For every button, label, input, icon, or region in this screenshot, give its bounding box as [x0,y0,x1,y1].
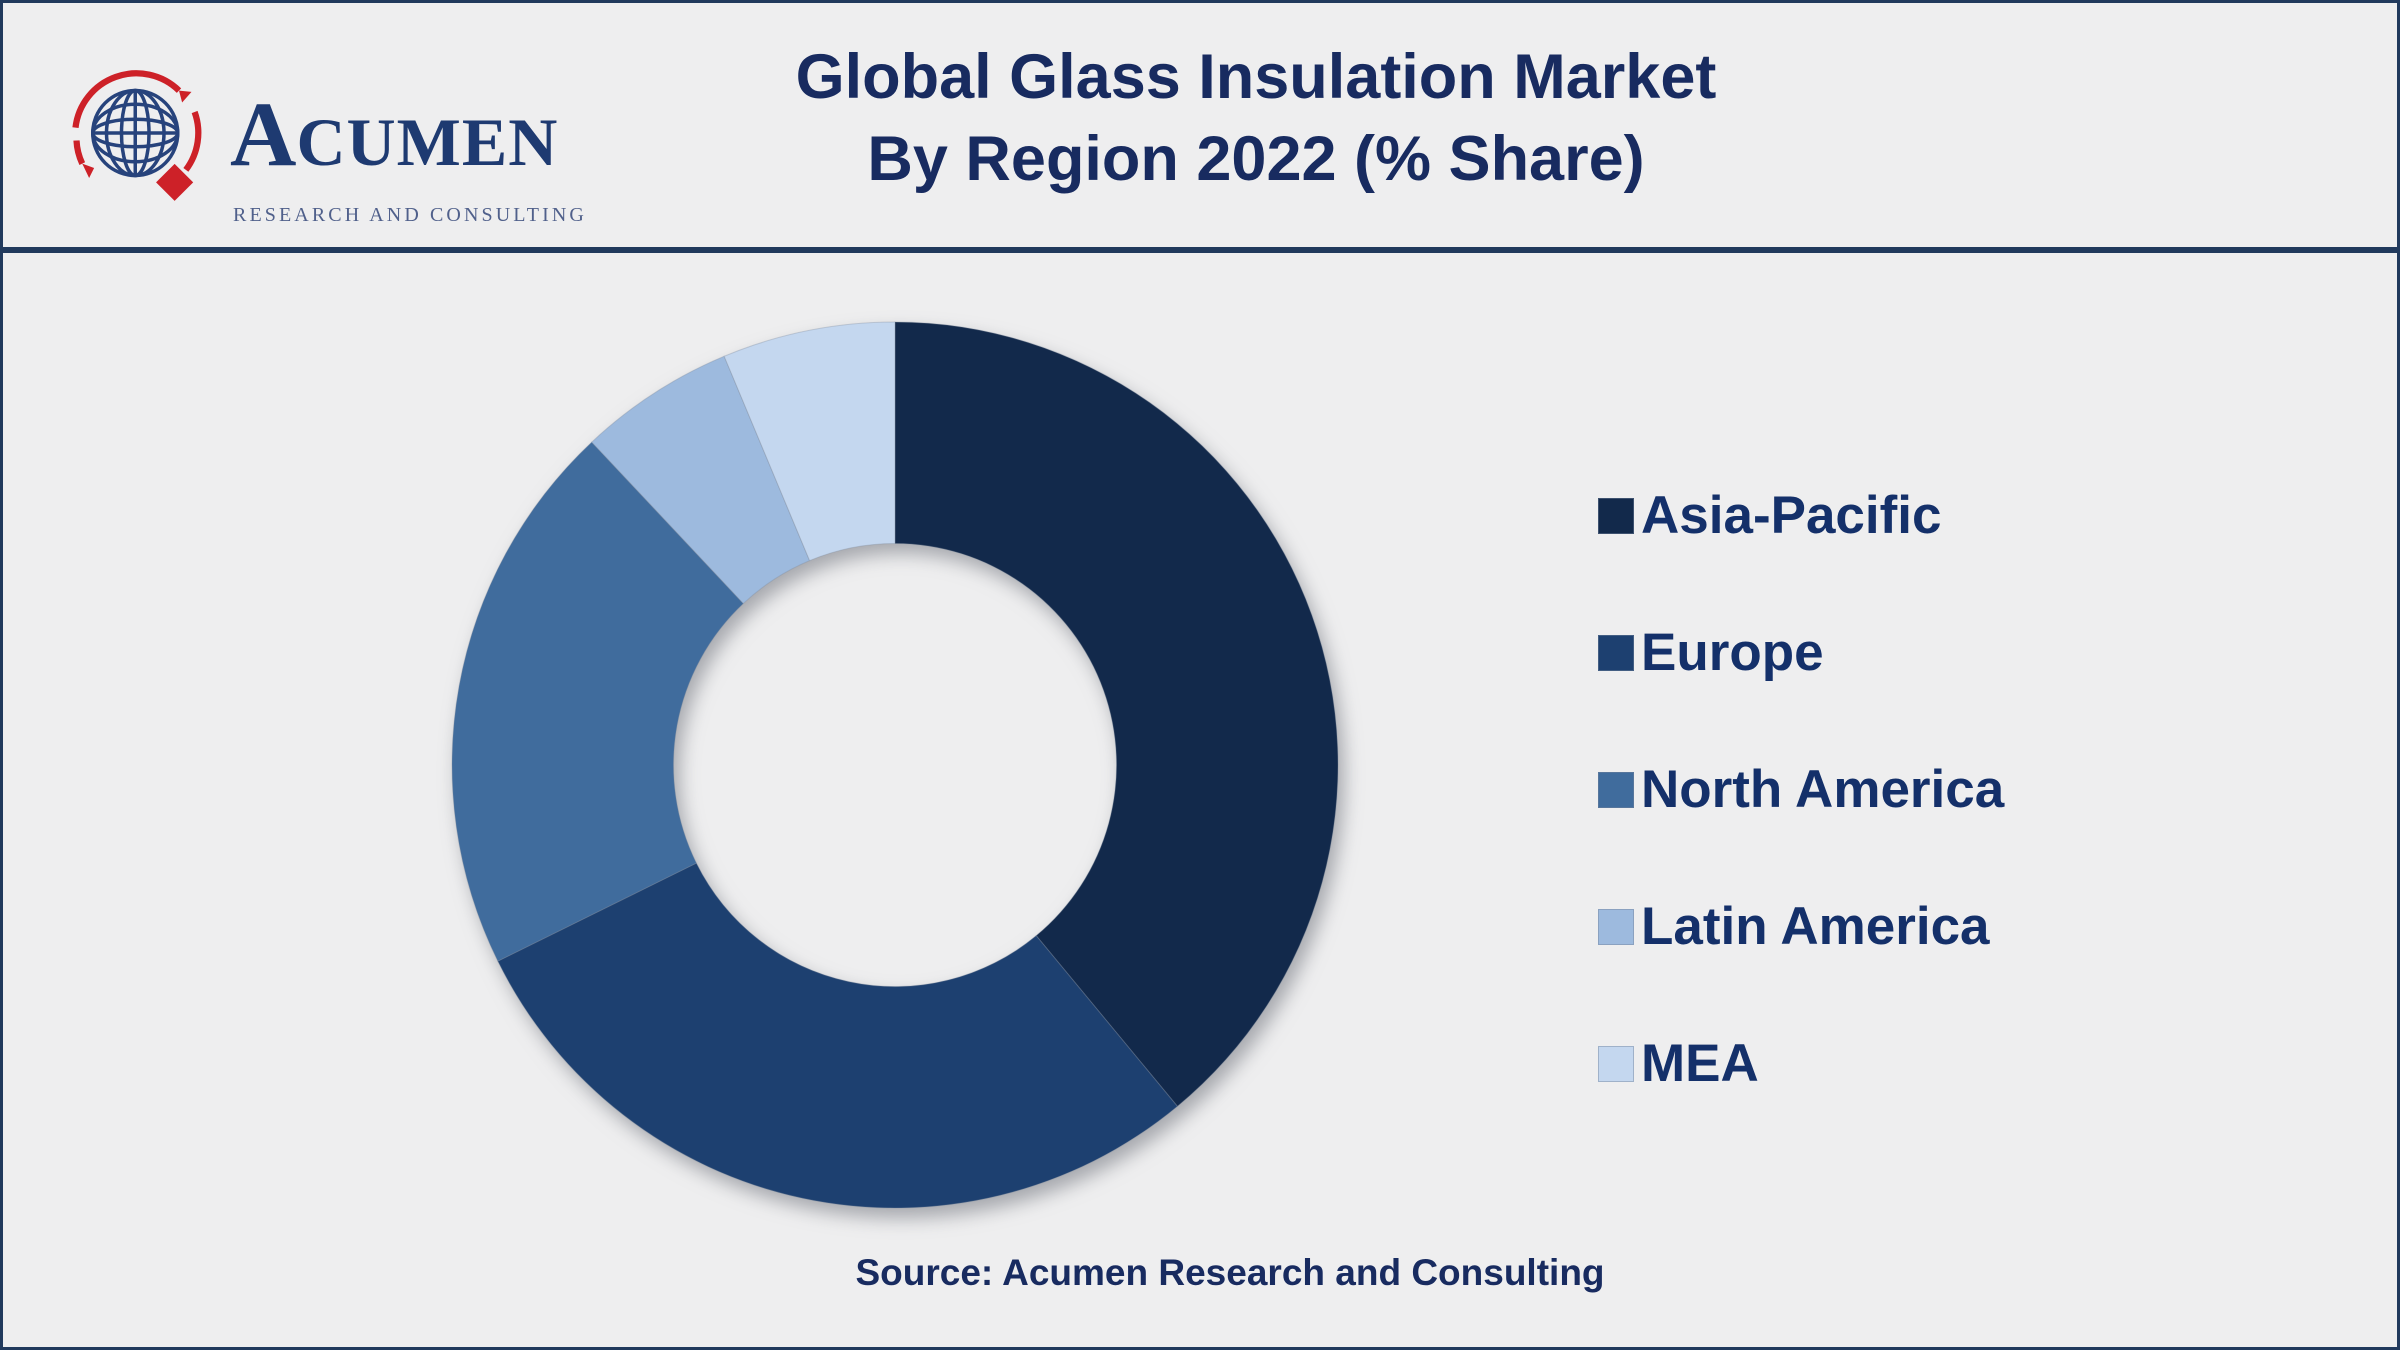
legend-swatch-icon [1598,635,1634,671]
logo-brand-initial: A [230,83,297,185]
acumen-globe-icon [72,70,202,201]
legend-item-europe: Europe [1598,623,2004,682]
legend-item-latin-america: Latin America [1598,897,2004,956]
donut-slice-mea [723,321,896,562]
chart-title: Global Glass Insulation Market By Region… [796,36,1717,200]
chart-title-line-1: Global Glass Insulation Market [795,42,1717,112]
logo-brand-text: ACUMEN [230,64,558,212]
legend-item-north-america: North America [1598,760,2005,819]
legend-label: MEA [1641,1034,1759,1093]
legend-label: Europe [1641,623,1824,682]
legend-label: North America [1641,760,2005,819]
source-note: Source: Acumen Research and Consulting [855,1252,1605,1293]
legend-swatch-icon [1598,498,1634,534]
donut-slice-europe [497,862,1179,1209]
donut-chart [451,321,1339,1209]
donut-slice-north-america [451,441,745,962]
donut-slice-latin-america [591,355,811,605]
donut-slice-asia-pacific [894,321,1339,1108]
legend-swatch-icon [1598,772,1634,808]
legend-label: Asia-Pacific [1641,486,1942,545]
header-divider [0,247,2400,253]
legend-label: Latin America [1641,897,1990,956]
chart-title-line-2: By Region 2022 (% Share) [867,124,1645,194]
legend-swatch-icon [1598,1046,1634,1082]
legend-swatch-icon [1598,909,1634,945]
legend-item-asia-pacific: Asia-Pacific [1598,486,2004,545]
legend: Asia-Pacific Europe North America Latin Ame… [1598,486,2005,1182]
acumen-logo: ACUMEN RESEARCH AND CONSULTING [62,56,584,226]
legend-item-mea: MEA [1598,1034,2004,1093]
logo-brand-rest: CUMEN [296,104,559,180]
logo-tagline: RESEARCH AND CONSULTING [233,204,587,226]
